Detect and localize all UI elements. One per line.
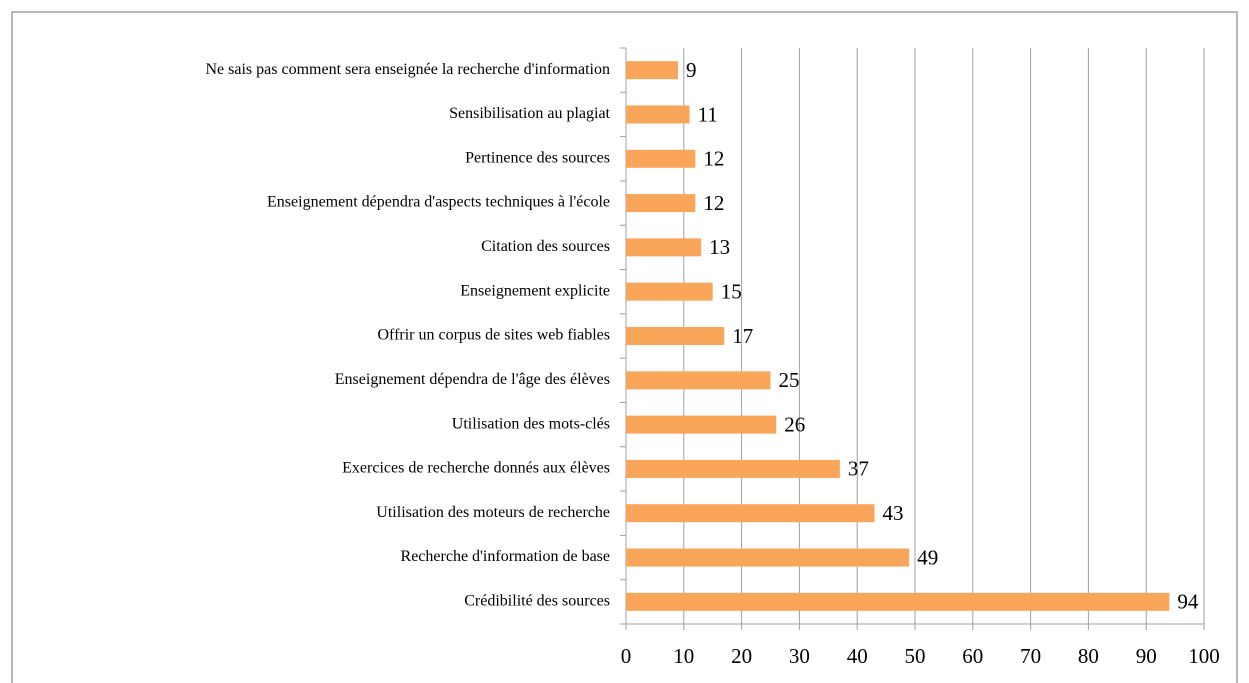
y-tick-label: Ne sais pas comment sera enseignée la re… — [206, 61, 611, 78]
x-tick-label: 30 — [789, 644, 810, 668]
value-label: 13 — [709, 235, 730, 259]
value-label: 12 — [703, 147, 724, 171]
bar — [626, 282, 713, 301]
value-label: 26 — [784, 412, 805, 436]
bar — [626, 504, 875, 523]
x-tick-label: 10 — [673, 644, 694, 668]
x-tick-label: 20 — [731, 644, 752, 668]
bar — [626, 105, 690, 124]
y-tick-label: Citation des sources — [481, 238, 610, 255]
value-label: 15 — [721, 280, 742, 304]
bar — [626, 459, 840, 478]
x-tick-label: 90 — [1136, 644, 1157, 668]
value-label: 11 — [698, 102, 718, 126]
y-tick-label: Exercices de recherche donnés aux élèves — [342, 460, 610, 477]
bar — [626, 61, 679, 80]
bar — [626, 194, 696, 213]
bar — [626, 327, 725, 345]
x-tick-label: 60 — [962, 644, 983, 668]
value-label: 43 — [883, 501, 904, 525]
value-label: 9 — [686, 58, 697, 82]
x-tick-label: 0 — [621, 644, 632, 668]
x-tick-label: 100 — [1188, 644, 1220, 668]
y-tick-label: Pertinence des sources — [465, 149, 610, 166]
bar — [626, 371, 771, 390]
value-label: 49 — [917, 545, 938, 569]
bar — [626, 548, 910, 567]
value-label: 25 — [779, 368, 800, 392]
chart-frame — [11, 11, 1238, 683]
y-tick-label: Recherche d'information de base — [401, 548, 610, 565]
y-tick-label: Enseignement dépendra d'aspects techniqu… — [267, 194, 610, 211]
x-tick-label: 40 — [847, 644, 868, 668]
value-label: 12 — [703, 191, 724, 215]
y-tick-label: Utilisation des moteurs de recherche — [376, 504, 610, 521]
y-tick-label: Crédibilité des sources — [464, 593, 610, 610]
x-tick-label: 70 — [1020, 644, 1041, 668]
y-tick-label: Utilisation des mots-clés — [452, 415, 610, 432]
y-tick-label: Enseignement dépendra de l'âge des élève… — [335, 371, 610, 388]
value-label: 17 — [732, 324, 753, 348]
x-tick-label: 80 — [1078, 644, 1099, 668]
y-tick-label: Sensibilisation au plagiat — [449, 105, 610, 122]
bar — [626, 592, 1170, 611]
x-tick-label: 50 — [905, 644, 926, 668]
bar — [626, 149, 696, 168]
bar — [626, 238, 702, 257]
value-label: 37 — [848, 457, 869, 481]
y-tick-label: Enseignement explicite — [460, 282, 610, 299]
y-tick-label: Offrir un corpus de sites web fiables — [377, 327, 610, 344]
value-label: 94 — [1177, 590, 1199, 614]
bar — [626, 415, 777, 434]
